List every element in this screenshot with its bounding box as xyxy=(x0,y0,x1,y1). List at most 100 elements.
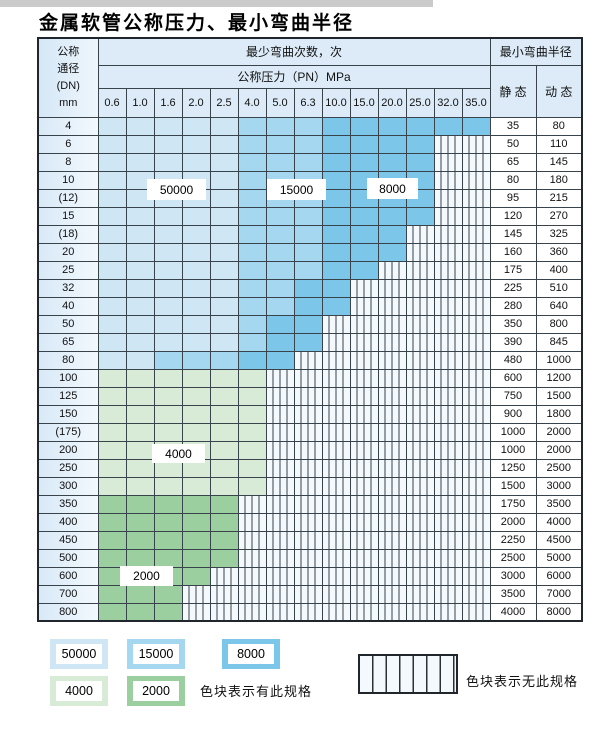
table-row: 450 2250 4500 xyxy=(37,530,583,550)
grid-cell-no-spec xyxy=(405,386,435,406)
table-row: 80 480 1000 xyxy=(37,350,583,370)
grid-cell-50000 xyxy=(97,296,127,316)
grid-cell-8000 xyxy=(321,260,351,280)
grid-cell-8000 xyxy=(321,278,351,298)
grid-cell-no-spec xyxy=(433,260,463,280)
dn-label: 10 xyxy=(37,170,99,190)
pressure-value-header: 5.0 xyxy=(265,87,295,118)
grid-cell-2000 xyxy=(97,512,127,532)
grid-cell-2000 xyxy=(153,530,183,550)
grid-cell-no-spec xyxy=(293,386,323,406)
dn-label: 700 xyxy=(37,584,99,604)
static-radius-value: 350 xyxy=(489,314,537,334)
grid-cell-4000 xyxy=(181,386,211,406)
grid-cell-4000 xyxy=(97,386,127,406)
grid-cell-no-spec xyxy=(349,458,379,478)
grid-cell-no-spec xyxy=(405,476,435,496)
grid-cell-no-spec xyxy=(349,350,379,370)
grid-cell-50000 xyxy=(153,134,183,154)
grid-cell-2000 xyxy=(181,512,211,532)
dn-label: 250 xyxy=(37,458,99,478)
spec-table: 公称 通径 (DN) mm 最少弯曲次数，次 最小弯曲半径 公称压力（PN）MP… xyxy=(37,37,583,622)
pressure-value-header: 4.0 xyxy=(237,87,267,118)
grid-cell-no-spec xyxy=(433,584,463,604)
dynamic-radius-value: 145 xyxy=(535,152,583,172)
grid-cell-no-spec xyxy=(377,368,407,388)
grid-cell-no-spec xyxy=(349,404,379,424)
grid-cell-no-spec xyxy=(321,548,351,568)
grid-cell-2000 xyxy=(209,530,239,550)
grid-cell-no-spec xyxy=(293,548,323,568)
grid-cell-no-spec xyxy=(377,458,407,478)
grid-cell-no-spec xyxy=(321,404,351,424)
grid-cell-8000 xyxy=(293,314,323,334)
grid-cell-4000 xyxy=(153,386,183,406)
grid-cell-no-spec xyxy=(321,422,351,442)
grid-cell-4000 xyxy=(97,404,127,424)
grid-cell-50000 xyxy=(153,116,183,136)
dn-label: 100 xyxy=(37,368,99,388)
legend-swatch-4000: 4000 xyxy=(50,676,108,706)
grid-cell-15000 xyxy=(237,116,267,136)
grid-cell-no-spec xyxy=(433,566,463,586)
dynamic-radius-value: 7000 xyxy=(535,584,583,604)
grid-cell-50000 xyxy=(125,242,155,262)
dynamic-header: 动 态 xyxy=(535,64,583,118)
grid-cell-no-spec xyxy=(293,602,323,622)
dn-label: 500 xyxy=(37,548,99,568)
dn-label: 450 xyxy=(37,530,99,550)
scan-edge-strip xyxy=(0,0,433,7)
dynamic-radius-value: 2000 xyxy=(535,440,583,460)
grid-cell-50000 xyxy=(153,242,183,262)
grid-cell-50000 xyxy=(97,170,127,190)
grid-cell-no-spec xyxy=(209,602,239,622)
grid-cell-50000 xyxy=(153,332,183,352)
grid-cell-no-spec xyxy=(349,386,379,406)
grid-cell-8000 xyxy=(321,134,351,154)
static-radius-value: 1750 xyxy=(489,494,537,514)
grid-cell-50000 xyxy=(209,116,239,136)
grid-cell-8000 xyxy=(377,152,407,172)
grid-cell-no-spec xyxy=(461,368,491,388)
grid-cell-no-spec xyxy=(293,422,323,442)
static-header: 静 态 xyxy=(489,64,537,118)
grid-cell-4000 xyxy=(97,368,127,388)
dynamic-radius-value: 110 xyxy=(535,134,583,154)
grid-cell-15000 xyxy=(265,278,295,298)
grid-cell-no-spec xyxy=(405,278,435,298)
grid-cell-no-spec xyxy=(377,314,407,334)
dn-label: 25 xyxy=(37,260,99,280)
grid-cell-4000 xyxy=(209,476,239,496)
dynamic-radius-value: 510 xyxy=(535,278,583,298)
grid-cell-no-spec xyxy=(461,242,491,262)
region-label-8000: 8000 xyxy=(367,178,418,199)
grid-cell-50000 xyxy=(153,152,183,172)
grid-cell-4000 xyxy=(97,422,127,442)
grid-cell-2000 xyxy=(153,548,183,568)
grid-cell-no-spec xyxy=(461,548,491,568)
grid-cell-no-spec xyxy=(377,260,407,280)
grid-cell-no-spec xyxy=(433,422,463,442)
dn-label: 65 xyxy=(37,332,99,352)
grid-cell-50000 xyxy=(97,224,127,244)
grid-cell-no-spec xyxy=(321,314,351,334)
pressure-value-header: 1.6 xyxy=(153,87,183,118)
dynamic-radius-value: 2500 xyxy=(535,458,583,478)
bend-cycles-header: 最少弯曲次数，次 xyxy=(97,37,491,66)
static-radius-value: 2000 xyxy=(489,512,537,532)
grid-cell-50000 xyxy=(125,278,155,298)
grid-cell-50000 xyxy=(181,314,211,334)
grid-cell-2000 xyxy=(125,494,155,514)
grid-cell-no-spec xyxy=(293,584,323,604)
dn-header-line: (DN) xyxy=(56,79,80,92)
grid-cell-no-spec xyxy=(405,458,435,478)
grid-cell-15000 xyxy=(265,134,295,154)
grid-cell-4000 xyxy=(125,422,155,442)
grid-cell-no-spec xyxy=(237,584,267,604)
grid-cell-15000 xyxy=(265,152,295,172)
pressure-value-header: 2.5 xyxy=(209,87,239,118)
dn-label: 15 xyxy=(37,206,99,226)
grid-cell-4000 xyxy=(209,422,239,442)
legend-swatch-label: 2000 xyxy=(133,681,179,701)
grid-cell-no-spec xyxy=(293,350,323,370)
